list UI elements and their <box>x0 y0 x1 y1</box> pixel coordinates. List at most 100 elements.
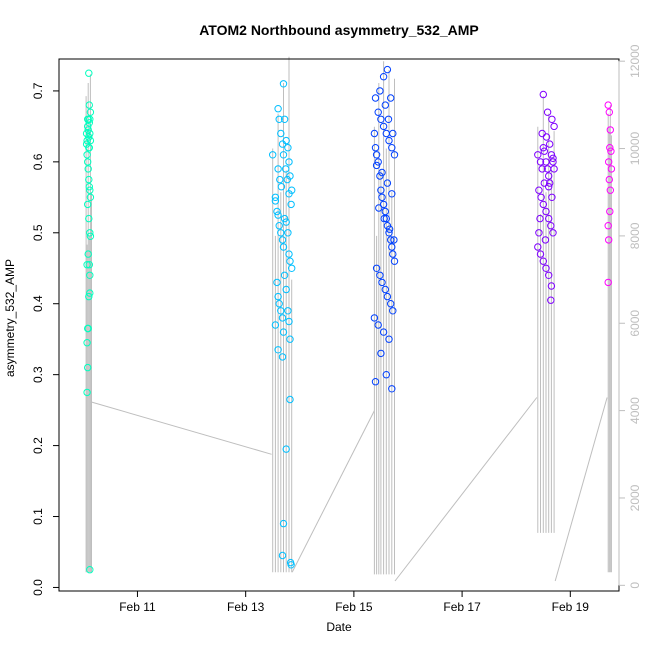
data-point <box>536 214 544 223</box>
data-point <box>390 151 399 159</box>
y-axis-right: 0 2000 4000 6000 8000 10000 12000 <box>618 44 642 589</box>
data-point <box>283 175 291 184</box>
y-axis-label: asymmetry_532_AMP <box>3 259 17 377</box>
data-point <box>279 328 288 336</box>
data-point <box>85 175 93 184</box>
data-point <box>275 115 283 124</box>
data-point <box>279 243 288 251</box>
y-tick-label: 0.0 <box>31 579 45 596</box>
data-point <box>279 519 288 528</box>
data-point <box>85 214 93 223</box>
data-point <box>83 388 91 397</box>
data-point <box>271 197 280 205</box>
data-point <box>286 395 294 404</box>
data-point <box>277 183 286 191</box>
data-point <box>277 307 285 315</box>
data-point <box>273 278 281 287</box>
y2-tick-label: 6000 <box>628 310 642 337</box>
connector-line <box>394 397 538 582</box>
data-point <box>86 232 95 241</box>
data-point <box>541 236 550 244</box>
data-point <box>534 243 542 251</box>
data-point <box>382 371 390 379</box>
data-point <box>546 140 554 148</box>
data-point <box>537 193 545 202</box>
data-point <box>84 158 92 166</box>
data-point <box>277 229 285 237</box>
data-point <box>285 317 293 326</box>
x-tick-label: Feb 15 <box>335 600 373 614</box>
x-tick-label: Feb 11 <box>119 600 156 614</box>
data-point <box>538 165 546 173</box>
data-point <box>84 324 92 333</box>
y2-tick-label: 12000 <box>628 44 642 78</box>
y2-tick-label: 0 <box>628 582 642 589</box>
data-point <box>285 250 293 258</box>
data-point <box>284 307 292 315</box>
data-point <box>276 175 284 184</box>
plot-frame <box>58 58 620 592</box>
data-point <box>390 257 399 265</box>
y-tick-label: 0.5 <box>31 224 45 241</box>
data-point <box>606 126 614 134</box>
data-point <box>384 115 393 124</box>
data-point <box>387 300 395 308</box>
data-point <box>388 243 396 251</box>
data-point <box>381 207 389 216</box>
data-point <box>85 119 94 127</box>
data-point <box>606 144 614 152</box>
data-point <box>381 101 389 109</box>
data-point <box>379 328 388 336</box>
data-point <box>83 339 91 347</box>
data-point <box>375 204 383 212</box>
x-tick-label: Feb 19 <box>552 600 590 614</box>
data-point <box>376 87 384 95</box>
data-point <box>274 292 282 301</box>
data-point <box>604 278 612 287</box>
y2-tick-label: 2000 <box>628 484 642 511</box>
data-point <box>277 129 285 138</box>
data-point <box>287 561 295 569</box>
data-point <box>374 158 382 166</box>
data-point <box>285 190 293 198</box>
data-point <box>84 250 92 258</box>
data-point <box>542 158 550 166</box>
data-point <box>539 144 547 152</box>
y-tick-label: 0.7 <box>31 82 45 99</box>
data-point <box>86 566 94 574</box>
data-point <box>546 179 554 187</box>
data-point <box>274 346 282 354</box>
y-axis-left: 0.0 0.1 0.2 0.3 0.4 0.5 0.6 0.7 <box>31 82 60 596</box>
y2-tick-label: 8000 <box>628 222 642 249</box>
data-point <box>269 151 277 159</box>
data-point <box>389 250 397 258</box>
data-point <box>282 136 290 145</box>
data-point <box>388 190 396 198</box>
data-point <box>86 289 94 297</box>
data-point <box>282 445 290 453</box>
data-point <box>547 222 555 230</box>
data-point <box>383 179 392 187</box>
data-point <box>85 101 94 109</box>
data-point <box>278 236 287 244</box>
data-point <box>280 115 289 124</box>
data-point <box>282 218 290 226</box>
y-tick-label: 0.4 <box>31 295 45 312</box>
data-point <box>604 222 612 230</box>
y2-tick-label: 10000 <box>628 131 642 165</box>
data-point <box>85 69 93 77</box>
line-series-group <box>85 56 612 582</box>
data-point <box>370 314 379 322</box>
data-point <box>535 229 543 237</box>
data-point <box>606 186 614 194</box>
data-point <box>374 108 382 116</box>
data-point <box>84 363 92 372</box>
data-point <box>377 115 385 124</box>
data-point <box>605 108 613 116</box>
x-axis: Feb 11 Feb 13 Feb 15 Feb 17 Feb 19 <box>119 590 590 614</box>
data-point <box>378 168 386 177</box>
data-point <box>390 236 398 244</box>
data-point <box>287 200 295 209</box>
data-point <box>539 200 547 209</box>
